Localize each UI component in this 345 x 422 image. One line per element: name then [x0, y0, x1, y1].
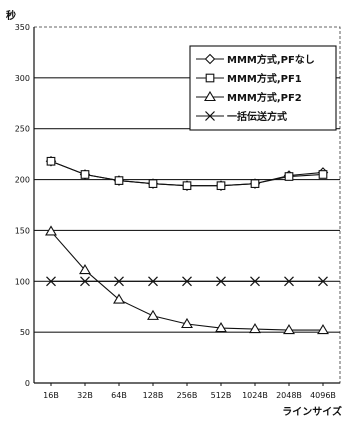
legend-marker [205, 73, 215, 83]
legend-label: 一括伝送方式 [227, 110, 287, 123]
data-point [317, 324, 329, 335]
data-point [283, 324, 295, 335]
y-axis-title: 秒 [6, 9, 16, 22]
axes: 0 50 100 150 200 250 300 350 16B 32B 64B 128B 256B 51… [15, 23, 340, 400]
data-point [148, 276, 158, 287]
legend-item: MMM方式,PF2 [196, 90, 302, 104]
x-mark-stroke [148, 276, 158, 287]
legend-label: MMM方式,PFなし [227, 53, 315, 66]
data-point [216, 276, 226, 287]
x-mark-stroke [318, 276, 328, 287]
data-point [114, 276, 124, 287]
data-point [215, 321, 227, 333]
legend-label: MMM方式,PF1 [227, 72, 302, 85]
data-point [114, 176, 124, 185]
legend-item: MMM方式,PFなし [196, 53, 315, 66]
data-point [249, 323, 261, 334]
data-point [250, 179, 260, 188]
legend-item: MMM方式,PF1 [196, 72, 302, 85]
x-mark-stroke [250, 276, 260, 287]
data-point [46, 276, 56, 287]
legend-marker [204, 90, 216, 102]
x-tick-label: 16B [43, 391, 59, 400]
y-tick-label: 150 [15, 226, 30, 235]
x-tick-label: 128B [143, 391, 164, 400]
series-4 [46, 276, 328, 287]
legend: MMM方式,PFなし MMM方式,PF1 MMM方式,PF2 一括伝送方式 [189, 45, 337, 131]
x-tick-label: 4096B [310, 391, 336, 400]
x-tick-label: 2048B [276, 391, 302, 400]
series-group [45, 155, 329, 335]
data-point [46, 156, 56, 166]
x-tick-label: 32B [77, 391, 93, 400]
x-tick-label: 64B [111, 391, 127, 400]
data-point [79, 264, 91, 275]
data-point [45, 225, 57, 236]
x-mark-stroke [182, 276, 192, 287]
series-3 [45, 225, 329, 335]
data-point [113, 293, 125, 304]
series-2 [46, 156, 328, 191]
y-tick-label: 100 [15, 277, 30, 286]
y-tick-label: 50 [20, 328, 30, 337]
legend-marker [204, 53, 216, 65]
data-point [181, 317, 193, 329]
x-mark-stroke [205, 111, 215, 121]
x-tick-label: 512B [211, 391, 232, 400]
data-point [284, 276, 294, 287]
x-axis-title: ラインサイズ [282, 405, 342, 418]
y-tick-label: 350 [15, 23, 30, 32]
data-point [318, 170, 328, 179]
y-tick-label: 300 [15, 74, 30, 83]
x-mark-stroke [284, 276, 294, 287]
data-point [80, 276, 90, 287]
data-point [318, 276, 328, 287]
legend-label: MMM方式,PF2 [227, 91, 302, 104]
data-point [216, 181, 226, 191]
y-tick-label: 0 [25, 379, 30, 388]
data-point [182, 181, 192, 191]
x-mark-stroke [216, 276, 226, 287]
x-mark-stroke [46, 276, 56, 287]
x-mark-stroke [80, 276, 90, 287]
legend-marker [205, 111, 215, 121]
legend-item: 一括伝送方式 [196, 110, 287, 123]
y-tick-label: 250 [15, 125, 30, 134]
data-point [284, 172, 294, 181]
x-tick-label: 1024B [242, 391, 268, 400]
x-mark-stroke [114, 276, 124, 287]
data-point [80, 170, 90, 179]
data-point [148, 179, 158, 188]
data-point [182, 276, 192, 287]
data-point [250, 276, 260, 287]
x-tick-label: 256B [177, 391, 198, 400]
y-tick-label: 200 [15, 176, 30, 185]
data-point [147, 309, 159, 320]
